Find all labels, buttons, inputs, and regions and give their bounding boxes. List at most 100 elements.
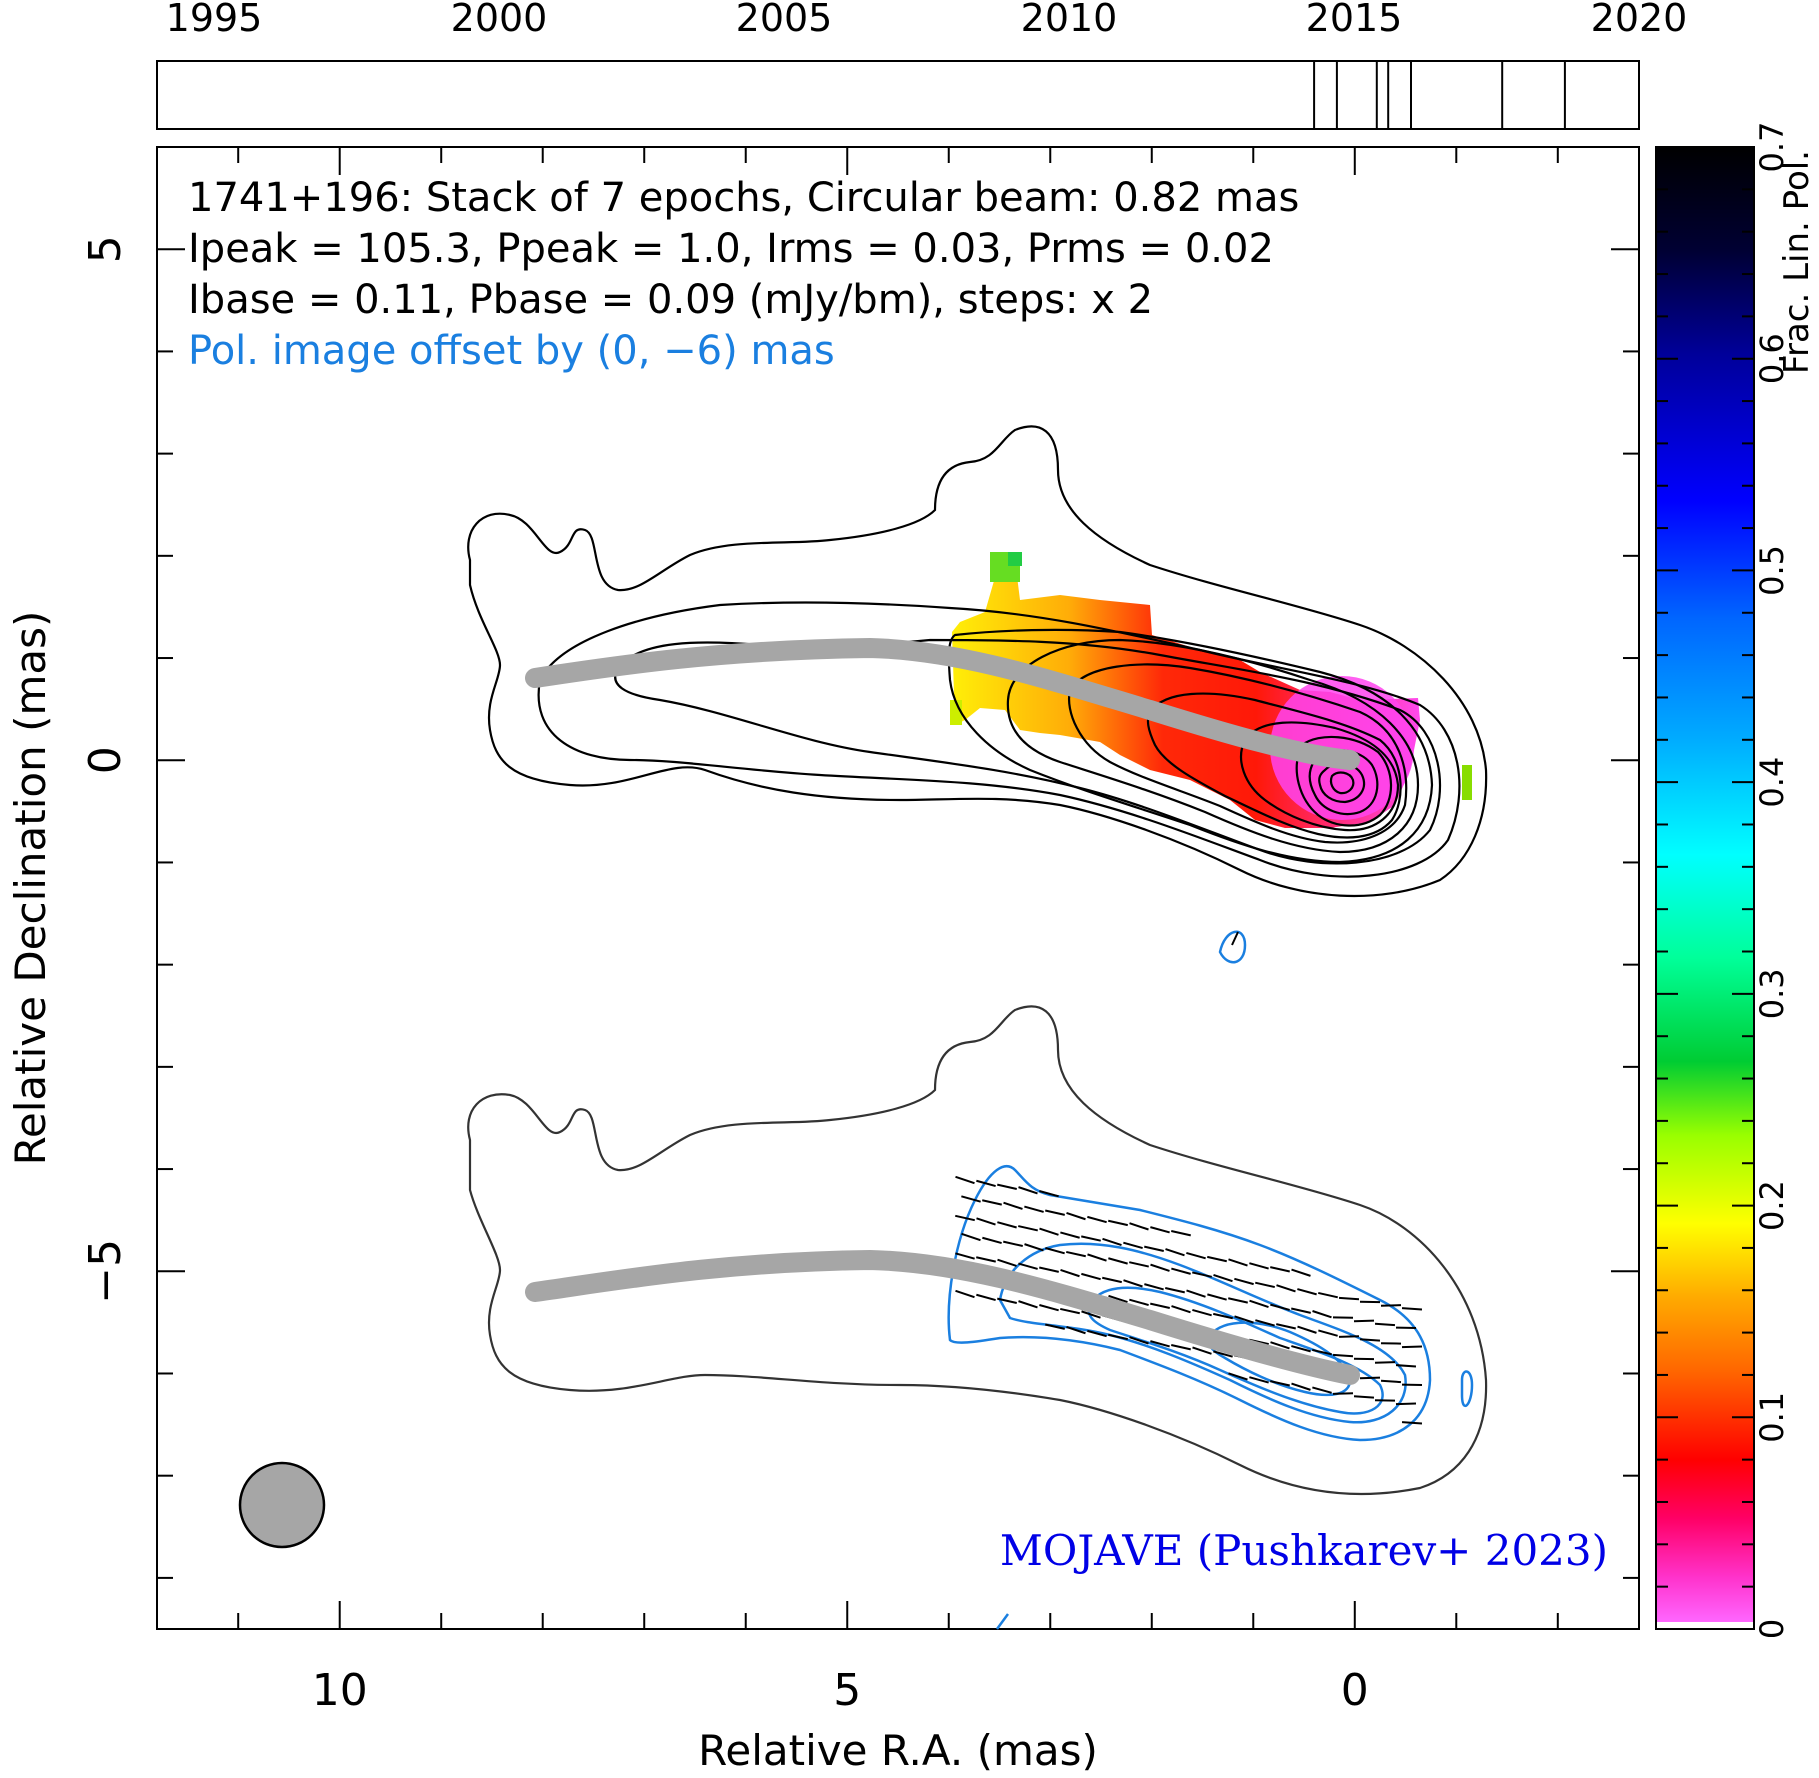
colorbar: 0 0.1 0.2 0.3 0.4 0.5 0.6 0.7 Frac. Lin. Pol. (1655, 122, 1817, 1639)
evpa-tick (1192, 1308, 1212, 1317)
evpa-tick (1003, 1240, 1023, 1247)
map-frame (156, 146, 1640, 1630)
colorbar-ticks (1656, 146, 1754, 1630)
epoch-tick-label: 2000 (451, 0, 548, 40)
evpa-tick (1249, 1376, 1269, 1384)
evpa-tick (1312, 1348, 1332, 1356)
evpa-tick (1129, 1261, 1149, 1268)
x-tick-label: 10 (312, 1665, 368, 1716)
evpa-tick (1039, 1266, 1059, 1273)
annotation-line-1: 1741+196: Stack of 7 epochs, Circular be… (188, 175, 1299, 221)
evpa-tick (1228, 1372, 1248, 1381)
fractional-polarization-image (950, 552, 1472, 828)
evpa-tick (1297, 1325, 1317, 1334)
colorbar-tick-label: 0.7 (1753, 122, 1791, 173)
evpa-tick (1213, 1312, 1233, 1320)
colorbar-tick-label: 0.5 (1753, 545, 1791, 596)
evpa-tick (1270, 1380, 1290, 1387)
evpa-tick (1276, 1323, 1296, 1330)
offset-note: Pol. image offset by (0, −6) mas (188, 328, 835, 374)
evpa-tick (1213, 1350, 1233, 1358)
evpa-tick (1213, 1273, 1233, 1283)
evpa-tick (1291, 1382, 1311, 1391)
epoch-tick-label: 2020 (1591, 0, 1688, 40)
x-axis-label: Relative R.A. (mas) (698, 1726, 1098, 1775)
evpa-tick (976, 1256, 996, 1263)
evpa-tick (1249, 1262, 1269, 1270)
evpa-tick (961, 1195, 981, 1203)
colorbar-label: Frac. Lin. Pol. (1777, 150, 1817, 374)
evpa-tick (1374, 1322, 1396, 1327)
evpa-tick (955, 1289, 975, 1299)
x-axis-ticks (237, 147, 1559, 1629)
evpa-tick (976, 1293, 996, 1302)
colorbar-tick-label: 0.1 (1753, 1392, 1791, 1443)
evpa-tick (1234, 1315, 1254, 1324)
epoch-marks (1313, 61, 1566, 129)
colorbar-gradient (1656, 147, 1754, 1622)
evpa-tick (955, 1175, 975, 1185)
total-intensity-contours (467, 425, 1488, 898)
map-panel: 1741+196: Stack of 7 epochs, Circular be… (156, 146, 1640, 1630)
evpa-tick (1401, 1307, 1423, 1311)
evpa-tick (1108, 1219, 1128, 1227)
epoch-axis: 1995 2000 2005 2010 2015 2020 (156, 0, 1688, 130)
evpa-tick (1039, 1227, 1059, 1236)
y-tick-label: 0 (80, 746, 131, 774)
evpa-tick (976, 1217, 996, 1226)
evpa-tick (1401, 1345, 1423, 1349)
evpa-tick (1291, 1307, 1311, 1314)
evpa-tick (1171, 1267, 1191, 1275)
evpa-tick (1150, 1340, 1170, 1348)
evpa-tick (1129, 1336, 1149, 1345)
annotation-line-2: Ipeak = 105.3, Ppeak = 1.0, Irms = 0.03,… (188, 226, 1274, 272)
evpa-tick (1192, 1346, 1212, 1355)
evpa-tick (1228, 1258, 1248, 1267)
evpa-tick (1186, 1289, 1206, 1298)
evpa-tick (1129, 1222, 1149, 1231)
evpa-tick (1108, 1294, 1128, 1304)
ridge-line-lower (525, 1249, 1360, 1385)
evpa-tick (1338, 1296, 1360, 1301)
evpa-tick (955, 1214, 975, 1222)
evpa-tick (1150, 1263, 1170, 1272)
evpa-tick (961, 1232, 981, 1242)
evpa-tick (1395, 1402, 1417, 1406)
evpa-tick (1228, 1297, 1248, 1304)
evpa-tick (1276, 1284, 1296, 1293)
evpa-tick (1255, 1319, 1275, 1327)
epoch-strip-frame (156, 60, 1640, 130)
evpa-tick (1359, 1338, 1381, 1342)
evpa-tick (1353, 1319, 1375, 1323)
evpa-tick (1066, 1250, 1086, 1258)
evpa-tick (1018, 1186, 1038, 1195)
evpa-tick (1018, 1300, 1038, 1309)
epoch-tick-label: 2015 (1306, 0, 1403, 40)
y-axis-label: Relative Declination (mas) (6, 611, 55, 1166)
lower-total-intensity-contour (467, 1005, 1488, 1496)
evpa-tick (1024, 1205, 1044, 1213)
bottom-edge-mark (995, 1613, 1010, 1630)
evpa-tick (1165, 1248, 1185, 1257)
evpa-tick (1018, 1225, 1038, 1232)
evpa-tick (1207, 1255, 1227, 1263)
evpa-tick (1144, 1283, 1164, 1291)
evpa-tick (1081, 1310, 1101, 1319)
evpa-tick (1039, 1304, 1059, 1312)
evpa-tick (976, 1179, 996, 1188)
y-tick-label: 5 (80, 235, 131, 263)
annotation-line-3: Ibase = 0.11, Pbase = 0.09 (mJy/bm), ste… (188, 277, 1153, 323)
evpa-tick (1039, 1190, 1059, 1198)
evpa-tick (1186, 1251, 1206, 1260)
evpa-tick (1150, 1226, 1170, 1234)
y-tick-labels: 5 0 −5 (80, 235, 131, 1304)
evpa-tick (1192, 1271, 1212, 1278)
evpa-tick (1144, 1245, 1164, 1252)
evpa-tick (1087, 1329, 1107, 1338)
evpa-tick (982, 1236, 1002, 1245)
y-axis-ticks (157, 248, 1639, 1579)
evpa-tick (1060, 1307, 1080, 1315)
ridge-line-upper (525, 637, 1360, 770)
evpa-tick (1081, 1272, 1101, 1281)
